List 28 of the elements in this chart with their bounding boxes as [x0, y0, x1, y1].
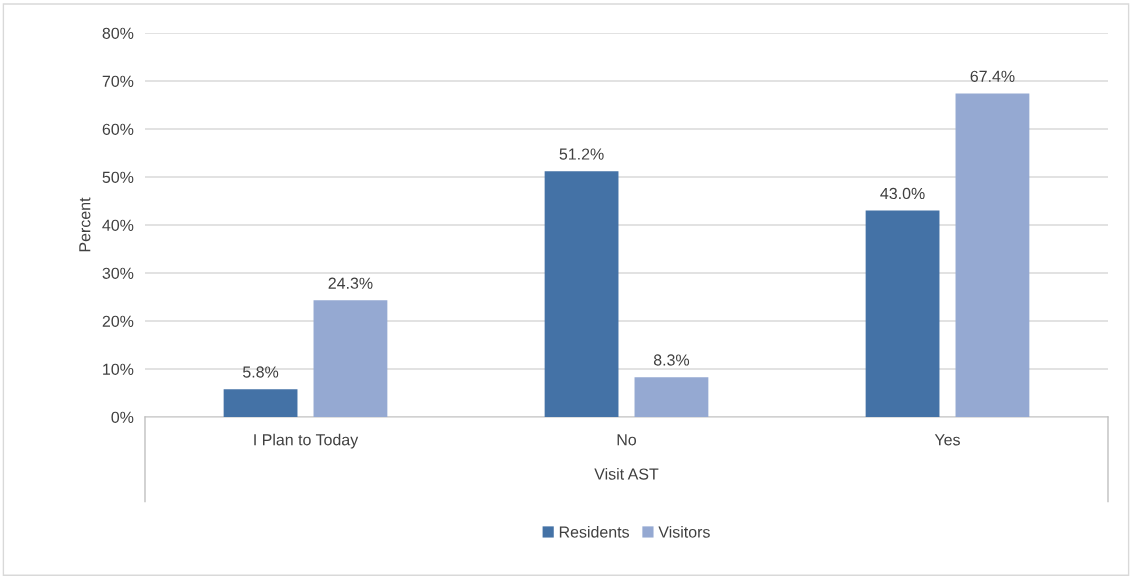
y-tick-label: 80%: [102, 27, 134, 39]
bar: [313, 300, 388, 417]
x-tick-label: No: [617, 434, 637, 446]
y-tick-label: 20%: [102, 315, 134, 327]
y-tick-label: 0%: [111, 411, 134, 423]
y-tick-label: 30%: [102, 267, 134, 279]
bar: [955, 93, 1030, 417]
text: 5.8%: [243, 366, 279, 378]
y-tick-label: 70%: [102, 75, 134, 87]
y-tick-label: 50%: [102, 171, 134, 183]
text: 43.0%: [880, 187, 925, 200]
y-tick-label: 10%: [103, 363, 134, 375]
y-axis-title: Percent: [79, 197, 91, 252]
bar: [544, 171, 619, 417]
bar: [865, 210, 940, 417]
text: 51.2%: [559, 148, 604, 160]
text: 67.4%: [970, 70, 1015, 82]
x-axis-title: Visit AST: [594, 468, 659, 480]
bar: [634, 377, 709, 417]
bar: [223, 389, 298, 417]
y-tick-label: 60%: [102, 123, 134, 135]
y-tick-label: 40%: [102, 219, 134, 231]
x-tick-label: Yes: [934, 434, 960, 446]
text: 24.3%: [328, 277, 373, 289]
legend-label: Residents: [559, 525, 630, 538]
text: 8.3%: [653, 354, 690, 366]
legend-label: Visitors: [658, 525, 710, 538]
x-tick-label: I Plan to Today: [254, 433, 359, 449]
